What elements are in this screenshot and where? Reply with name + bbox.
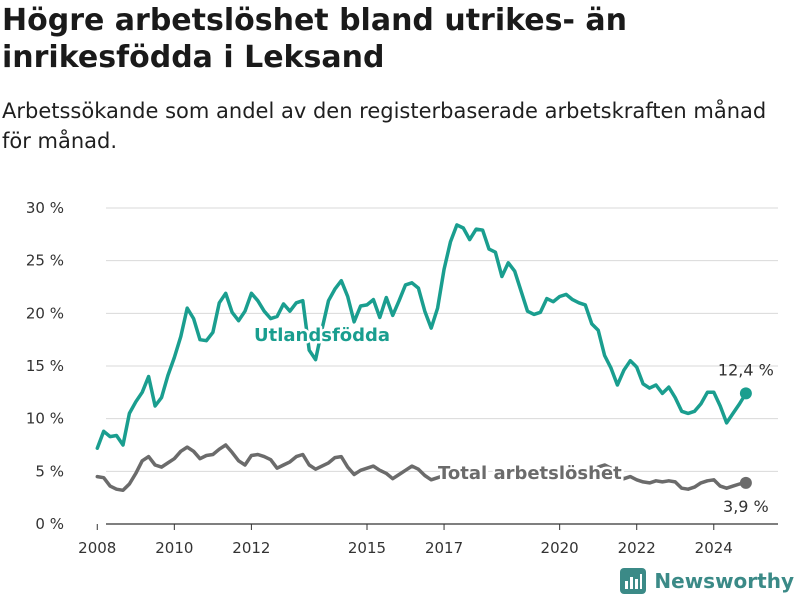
end-value-label-total-arbetsloshet: 3,9 % bbox=[723, 497, 769, 516]
brand-name: Newsworthy bbox=[654, 569, 794, 593]
series-end-point-total-arbetsloshet bbox=[739, 476, 752, 489]
series-label-utlandsfodda: Utlandsfödda bbox=[254, 325, 390, 346]
series-line-total-arbetsloshet bbox=[95, 443, 446, 493]
x-tick-label: 2015 bbox=[348, 539, 386, 557]
x-tick-label: 2017 bbox=[425, 539, 463, 557]
x-tick-label: 2008 bbox=[78, 539, 116, 557]
x-tick-label: 2024 bbox=[695, 539, 733, 557]
x-tick-label: 2022 bbox=[618, 539, 656, 557]
y-tick-label: 0 % bbox=[35, 515, 64, 533]
y-tick-label: 5 % bbox=[35, 462, 64, 480]
x-tick-label: 2010 bbox=[155, 539, 193, 557]
brand-logo: Newsworthy bbox=[620, 568, 794, 594]
y-tick-label: 30 % bbox=[26, 199, 64, 217]
x-tick-label: 2020 bbox=[541, 539, 579, 557]
y-tick-label: 25 % bbox=[26, 252, 64, 270]
y-tick-label: 10 % bbox=[26, 410, 64, 428]
end-value-label-utlandsfodda: 12,4 % bbox=[718, 360, 774, 379]
series-line-utlandsfodda bbox=[95, 223, 748, 450]
chart-title: Högre arbetslöshet bland utrikes- än inr… bbox=[2, 3, 627, 75]
series-label-total-arbetsloshet: Total arbetslöshet bbox=[438, 463, 622, 484]
y-tick-label: 20 % bbox=[26, 304, 64, 322]
bar-chart-logo-icon bbox=[620, 568, 647, 594]
y-tick-label: 15 % bbox=[26, 357, 64, 375]
chart-subtitle: Arbetssökande som andel av den registerb… bbox=[2, 99, 767, 153]
series-end-point-utlandsfodda bbox=[739, 387, 752, 400]
x-tick-label: 2012 bbox=[232, 539, 270, 557]
series-line-total-arbetsloshet bbox=[596, 463, 748, 491]
